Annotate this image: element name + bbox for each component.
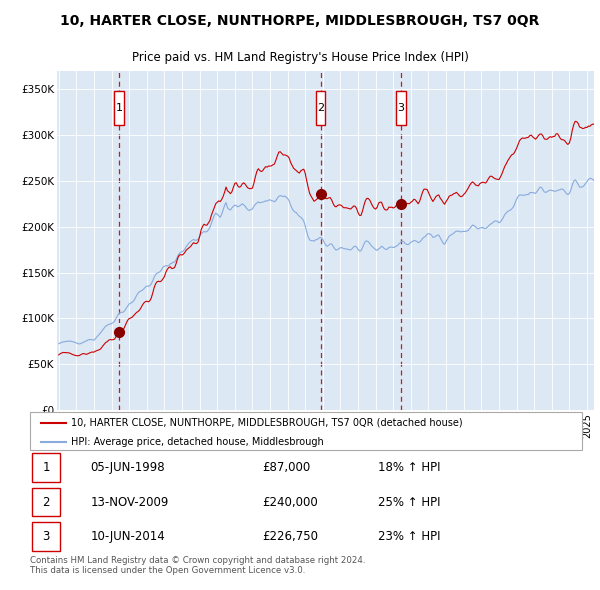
Text: 13-NOV-2009: 13-NOV-2009 xyxy=(91,496,169,509)
Text: 3: 3 xyxy=(43,530,50,543)
Text: 23% ↑ HPI: 23% ↑ HPI xyxy=(378,530,440,543)
Text: HPI: Average price, detached house, Middlesbrough: HPI: Average price, detached house, Midd… xyxy=(71,437,324,447)
FancyBboxPatch shape xyxy=(32,454,61,482)
FancyBboxPatch shape xyxy=(30,412,582,450)
Text: £240,000: £240,000 xyxy=(262,496,317,509)
Text: Price paid vs. HM Land Registry's House Price Index (HPI): Price paid vs. HM Land Registry's House … xyxy=(131,51,469,64)
Text: £87,000: £87,000 xyxy=(262,461,310,474)
FancyBboxPatch shape xyxy=(115,91,124,125)
Text: 10-JUN-2014: 10-JUN-2014 xyxy=(91,530,166,543)
FancyBboxPatch shape xyxy=(32,488,61,516)
Text: Contains HM Land Registry data © Crown copyright and database right 2024.
This d: Contains HM Land Registry data © Crown c… xyxy=(30,556,365,575)
Text: 25% ↑ HPI: 25% ↑ HPI xyxy=(378,496,440,509)
Text: 1: 1 xyxy=(116,103,122,113)
Text: 10, HARTER CLOSE, NUNTHORPE, MIDDLESBROUGH, TS7 0QR: 10, HARTER CLOSE, NUNTHORPE, MIDDLESBROU… xyxy=(61,14,539,28)
Text: 2: 2 xyxy=(42,496,50,509)
Text: 3: 3 xyxy=(398,103,404,113)
FancyBboxPatch shape xyxy=(396,91,406,125)
FancyBboxPatch shape xyxy=(316,91,325,125)
Text: 1: 1 xyxy=(42,461,50,474)
Text: 10, HARTER CLOSE, NUNTHORPE, MIDDLESBROUGH, TS7 0QR (detached house): 10, HARTER CLOSE, NUNTHORPE, MIDDLESBROU… xyxy=(71,418,463,428)
Text: 18% ↑ HPI: 18% ↑ HPI xyxy=(378,461,440,474)
FancyBboxPatch shape xyxy=(32,522,61,550)
Text: 2: 2 xyxy=(317,103,324,113)
Text: 05-JUN-1998: 05-JUN-1998 xyxy=(91,461,166,474)
Text: £226,750: £226,750 xyxy=(262,530,318,543)
